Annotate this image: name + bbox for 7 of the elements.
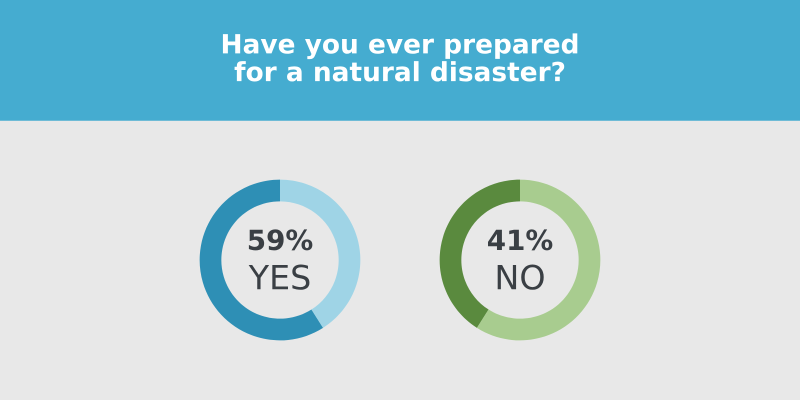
donut-slice [476, 180, 600, 340]
donut-slice [200, 180, 324, 340]
slice-label: NO [498, 264, 544, 290]
chart-title: Have you ever prepared for a natural disaster? [222, 33, 578, 82]
data-label: 41% [488, 229, 552, 250]
slice-label: YES [248, 264, 310, 290]
data-label: 59% [248, 229, 312, 250]
